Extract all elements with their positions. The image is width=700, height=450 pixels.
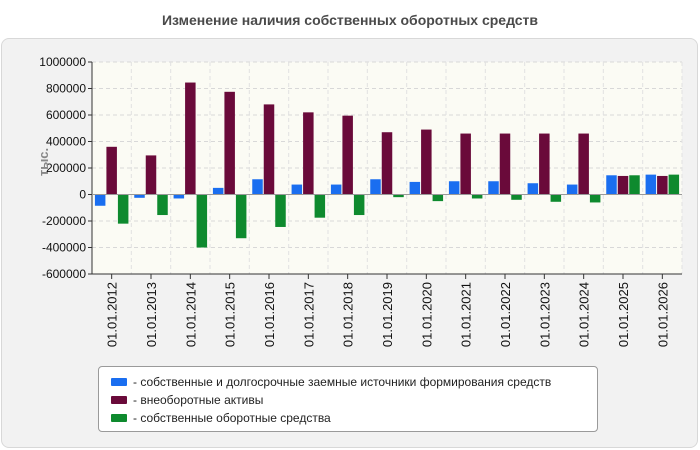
bar-1-01.01.2017: [291, 184, 303, 195]
y-tick-label: 0: [79, 188, 86, 202]
x-tick-label: 01.01.2022: [498, 282, 513, 347]
bar-3-01.01.2020: [432, 194, 444, 202]
bar-1-01.01.2014: [173, 194, 185, 199]
y-tick-label: 600000: [46, 108, 86, 122]
bar-2-01.01.2017: [303, 112, 314, 195]
bar-3-01.01.2019: [393, 194, 404, 198]
bar-2-01.01.2025: [617, 175, 629, 195]
bar-3-01.01.2025: [629, 175, 640, 195]
bar-1-01.01.2019: [370, 179, 381, 195]
bar-2-01.01.2020: [421, 129, 432, 195]
bar-2-01.01.2021: [460, 133, 471, 195]
bar-1-01.01.2024: [566, 184, 578, 195]
legend-item-2: - внеоборотные активы: [111, 391, 597, 409]
bar-2-01.01.2016: [263, 104, 275, 195]
bar-2-01.01.2026: [657, 175, 668, 195]
bar-3-01.01.2013: [157, 194, 168, 216]
x-tick-label: 01.01.2017: [301, 282, 316, 347]
bar-3-01.01.2012: [117, 194, 129, 224]
y-tick-label: -200000: [42, 214, 86, 228]
bar-1-01.01.2015: [212, 187, 224, 195]
bar-2-01.01.2024: [578, 133, 589, 195]
bar-1-01.01.2021: [448, 181, 460, 195]
bar-1-01.01.2022: [488, 181, 499, 195]
legend-label: - собственные оборотные средства: [133, 411, 331, 425]
bar-3-01.01.2022: [511, 194, 522, 200]
legend-item-1: - собственные и долгосрочные заемные ист…: [111, 373, 597, 391]
x-tick-label: 01.01.2012: [105, 282, 120, 347]
bar-1-01.01.2020: [409, 181, 421, 195]
bar-3-01.01.2023: [550, 194, 562, 202]
bar-1-01.01.2018: [330, 184, 342, 195]
y-tick-label: 200000: [46, 161, 86, 175]
bar-1-01.01.2023: [527, 183, 539, 195]
bar-2-01.01.2018: [342, 115, 353, 195]
legend-item-3: - собственные оборотные средства: [111, 409, 597, 427]
legend-swatch: [111, 378, 127, 386]
bar-2-01.01.2023: [539, 133, 550, 195]
x-tick-label: 01.01.2018: [341, 282, 356, 347]
x-tick-label: 01.01.2021: [459, 282, 474, 347]
y-tick-label: -600000: [42, 267, 86, 281]
bar-1-01.01.2013: [134, 194, 145, 198]
bar-1-01.01.2025: [606, 175, 617, 195]
x-tick-label: 01.01.2015: [223, 282, 238, 347]
bar-2-01.01.2012: [106, 146, 117, 195]
x-tick-label: 01.01.2024: [577, 282, 592, 347]
x-tick-label: 01.01.2013: [144, 282, 159, 347]
bar-3-01.01.2026: [668, 174, 680, 195]
x-tick-label: 01.01.2016: [262, 282, 277, 347]
x-tick-label: 01.01.2026: [655, 282, 670, 347]
bar-3-01.01.2017: [314, 194, 326, 218]
y-tick-label: 1000000: [39, 55, 86, 69]
bar-3-01.01.2014: [196, 194, 208, 248]
x-tick-label: 01.01.2014: [183, 282, 198, 347]
bar-1-01.01.2012: [94, 194, 106, 206]
bar-1-01.01.2026: [645, 174, 657, 195]
legend: - собственные и долгосрочные заемные ист…: [98, 366, 598, 432]
y-tick-label: -400000: [42, 241, 86, 255]
x-tick-label: 01.01.2025: [616, 282, 631, 347]
bar-3-01.01.2021: [471, 194, 483, 199]
bar-3-01.01.2024: [589, 194, 601, 203]
legend-label: - внеоборотные активы: [133, 393, 264, 407]
bar-3-01.01.2016: [275, 194, 286, 227]
legend-swatch: [111, 414, 127, 422]
chart-title: Изменение наличия собственных оборотных …: [161, 12, 539, 28]
bar-2-01.01.2022: [499, 133, 511, 195]
legend-label: - собственные и долгосрочные заемные ист…: [133, 375, 552, 389]
bar-2-01.01.2013: [145, 155, 157, 195]
y-axis-label: тыс.: [36, 148, 51, 176]
y-tick-label: 800000: [46, 82, 86, 96]
bar-3-01.01.2015: [235, 194, 247, 239]
legend-swatch: [111, 396, 127, 404]
bar-3-01.01.2018: [353, 194, 365, 216]
x-tick-label: 01.01.2019: [380, 282, 395, 347]
y-tick-label: 400000: [46, 135, 86, 149]
x-tick-label: 01.01.2020: [419, 282, 434, 347]
bar-1-01.01.2016: [252, 179, 263, 195]
bar-2-01.01.2015: [224, 91, 235, 195]
bar-2-01.01.2019: [381, 132, 393, 195]
bar-2-01.01.2014: [185, 82, 196, 195]
x-tick-label: 01.01.2023: [537, 282, 552, 347]
